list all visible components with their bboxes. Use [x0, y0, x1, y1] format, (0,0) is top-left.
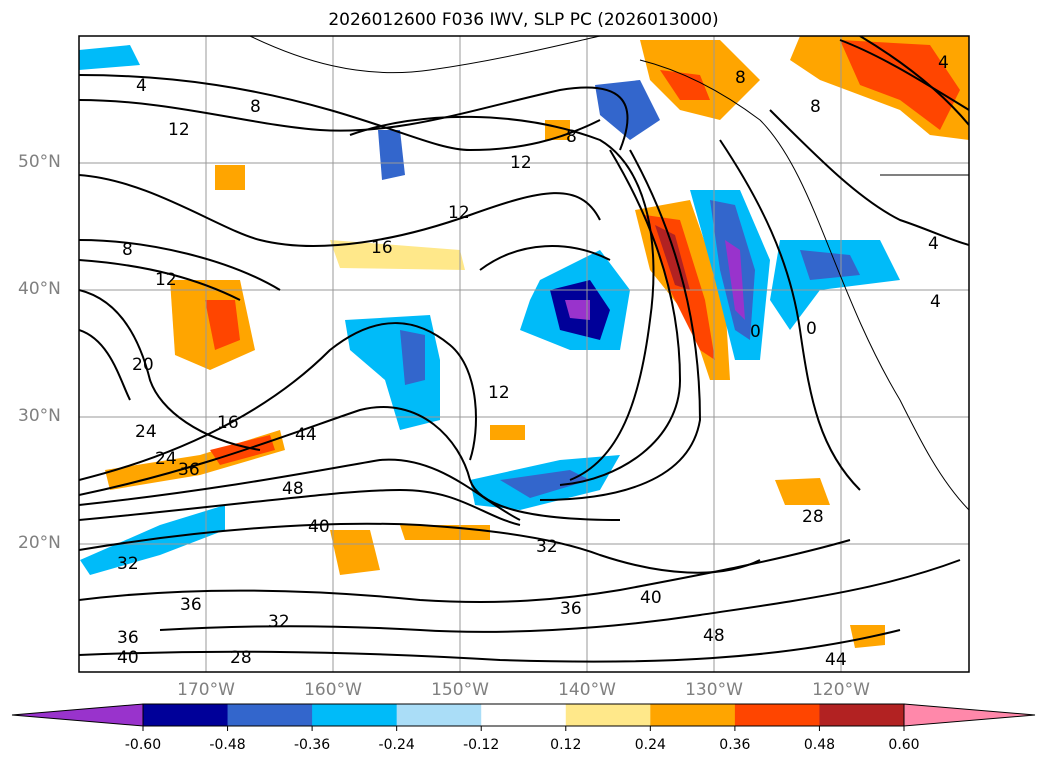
contour-label: 48: [703, 626, 725, 646]
fill-negative-northwest: [79, 45, 140, 70]
colorbar-tick-label: 0.12: [550, 737, 582, 753]
contour-label: 8: [250, 97, 261, 117]
lat-label: 40°N: [18, 279, 61, 299]
contour-label: 12: [155, 270, 177, 290]
contour-label: 28: [802, 507, 824, 527]
plot-frame: [78, 35, 970, 673]
colorbar-swatch: [227, 704, 313, 726]
colorbar-swatch: [396, 704, 482, 726]
lat-label: 30°N: [18, 406, 61, 426]
graticule: [79, 36, 969, 672]
contour-label: 16: [217, 413, 239, 433]
map-title: 2026012600 F036 IWV, SLP PC (2026013000): [328, 10, 719, 30]
contour-label: 44: [825, 650, 847, 670]
fill-negative-east-core: [800, 250, 860, 280]
contour-label: 48: [282, 479, 304, 499]
fill-negative-gulf-light: [378, 130, 405, 180]
colorbar-extension-low: [11, 703, 144, 727]
contour-label: 12: [168, 120, 190, 140]
colorbar-swatch: [819, 704, 905, 726]
colorbar-tick-label: -0.36: [293, 737, 331, 753]
contour-label: 8: [122, 240, 133, 260]
colorbar-extension-high: [903, 703, 1036, 727]
contour-label: 24: [155, 449, 177, 469]
fill-positive-160w-20n: [330, 530, 380, 575]
colorbar-swatch: [312, 704, 398, 726]
contour-label: 0: [750, 322, 761, 342]
contour-label: 44: [295, 425, 317, 445]
contour-label: 4: [938, 53, 949, 73]
colorbar-tick-label: 0.48: [803, 737, 836, 753]
colorbar: [11, 703, 1036, 731]
colorbar-swatch: [481, 704, 567, 726]
colorbar-swatch: [565, 704, 651, 726]
slp-contours: [79, 36, 969, 663]
contour-label: 4: [928, 234, 939, 254]
contour-label: 4: [136, 76, 147, 96]
fill-strong-northeast: [840, 40, 960, 130]
contour-label: 8: [810, 97, 821, 117]
colorbar-frame: [142, 703, 905, 727]
contour-label: 36: [560, 599, 582, 619]
fill-negative-center-purple: [565, 300, 590, 320]
lon-label: 140°W: [558, 680, 616, 700]
fill-negative-band-purple: [725, 240, 745, 320]
fill-positive-west-core: [205, 300, 240, 350]
fill-negative-west-core: [400, 330, 425, 385]
contour-labels: 4 8 12 12 12 16 8 12 20 24 16 24 36 44 4…: [117, 53, 949, 670]
fill-negative-east: [770, 240, 900, 330]
contour-label: 32: [536, 537, 558, 557]
contour-label: 12: [510, 153, 532, 173]
contour-label: 20: [132, 355, 154, 375]
lat-label: 50°N: [18, 152, 61, 172]
colorbar-tick-label: 0.36: [719, 737, 751, 753]
coastline: [249, 36, 969, 511]
fill-alaska-red: [660, 70, 710, 100]
contour-label: 12: [488, 383, 510, 403]
colorbar-tick-label: -0.12: [463, 737, 500, 753]
colorbar-tick-label: -0.24: [378, 737, 415, 753]
contour-label: 12: [448, 203, 470, 223]
fill-positive-band-core: [645, 215, 715, 360]
lon-label: 160°W: [304, 680, 362, 700]
contour-label: 8: [735, 68, 746, 88]
contour-label: 0: [806, 319, 817, 339]
lat-label: 20°N: [18, 533, 61, 553]
contour-label: 36: [117, 628, 139, 648]
contour-label: 4: [930, 292, 941, 312]
lon-label: 170°W: [177, 680, 235, 700]
contour-label: 32: [268, 612, 290, 632]
colorbar-tick-label: -0.48: [209, 737, 246, 753]
colorbar-tick-label: 0.24: [634, 737, 666, 753]
contour-label: 24: [135, 422, 157, 442]
contour-label: 40: [640, 588, 662, 608]
lon-label: 130°W: [685, 680, 743, 700]
lon-label: 120°W: [812, 680, 870, 700]
colorbar-tick-label: 0.60: [888, 737, 920, 753]
colorbar-swatch: [650, 704, 736, 726]
contour-label: 8: [566, 127, 577, 147]
contour-label: 16: [371, 238, 393, 258]
fill-positive-126w-25n: [775, 478, 830, 505]
contour-label: 36: [178, 460, 200, 480]
fill-positive-tiny-1: [215, 165, 245, 190]
contour-label: 40: [308, 517, 330, 537]
contour-label: 32: [117, 554, 139, 574]
colorbar-tick-label: -0.60: [124, 737, 162, 753]
fill-positive-tiny-2: [490, 425, 525, 440]
colorbar-swatch: [734, 704, 820, 726]
fill-positive-150w-16n: [330, 240, 465, 270]
lon-label: 150°W: [431, 680, 489, 700]
colorbar-swatch: [143, 704, 229, 726]
contour-label: 40: [117, 648, 139, 668]
fill-negative-subtropical-core: [500, 470, 590, 498]
contour-label: 36: [180, 595, 202, 615]
contour-label: 28: [230, 648, 252, 668]
